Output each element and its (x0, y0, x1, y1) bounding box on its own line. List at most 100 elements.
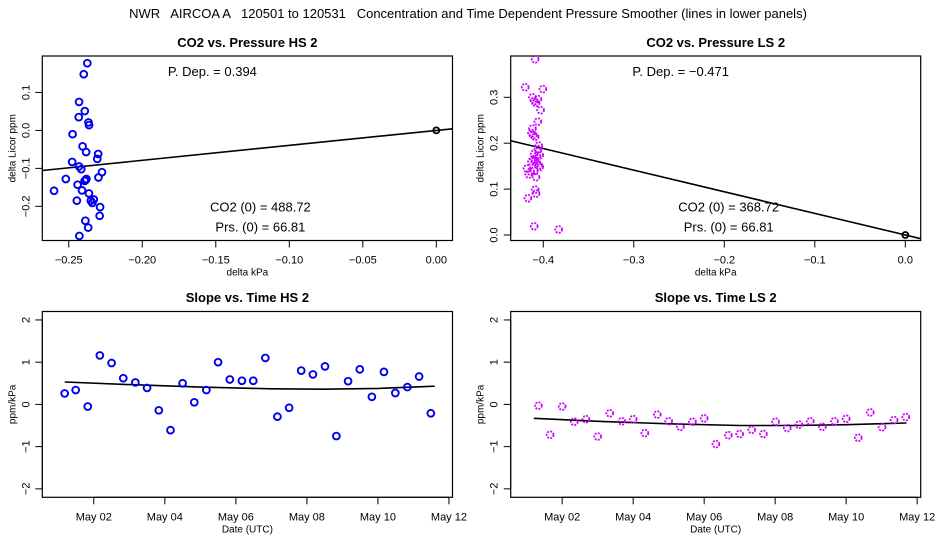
pressure-zero-label: Prs. (0) = 66.81 (215, 220, 305, 235)
data-point (107, 358, 116, 368)
data-point (390, 388, 400, 398)
data-point (593, 432, 602, 441)
data-point (530, 185, 540, 194)
data-point (747, 425, 757, 435)
data-point (530, 56, 540, 64)
y-tick-label: 0.1 (489, 181, 501, 196)
data-point (403, 382, 412, 392)
x-tick-label: 0.00 (426, 255, 447, 267)
smoother-line (533, 417, 907, 427)
y-tick-label: −2 (489, 483, 501, 496)
x-tick-label: May 06 (686, 511, 722, 523)
data-point (343, 376, 353, 386)
data-point (534, 160, 544, 170)
data-point (118, 373, 128, 383)
data-point (166, 425, 175, 435)
data-point (527, 128, 536, 138)
data-point (95, 211, 104, 221)
co2-zero-label: CO2 (0) = 368.72 (678, 200, 779, 215)
plot-area (42, 58, 453, 241)
data-point (534, 141, 544, 150)
y-axis-label: ppm/kPa (7, 384, 18, 424)
x-tick-label: −0.2 (713, 255, 735, 267)
data-point (531, 172, 541, 182)
data-point (308, 370, 318, 379)
plot-area (510, 56, 921, 240)
data-point (225, 375, 235, 384)
data-point (379, 367, 389, 377)
x-axis-label: Date (UTC) (690, 524, 741, 535)
data-point (80, 176, 89, 186)
x-tick-label: May 06 (218, 511, 254, 523)
data-point (724, 430, 733, 440)
y-tick-label: 2 (489, 317, 501, 323)
co2-zero-label: CO2 (0) = 488.72 (210, 200, 311, 215)
x-tick-label: May 02 (544, 511, 580, 523)
x-tick-label: −0.1 (804, 255, 826, 267)
data-point (73, 180, 82, 190)
y-axis-label: ppm/kPa (476, 384, 487, 424)
data-point (531, 98, 541, 108)
data-point (74, 97, 84, 107)
plot-area (533, 401, 911, 449)
data-point (664, 416, 673, 426)
y-tick-label: 2 (20, 317, 32, 323)
data-point (273, 412, 282, 421)
data-point (284, 403, 294, 413)
x-axis: May 02 May 04 May 06 May 08 May 10 May 12 Date… (76, 496, 467, 535)
plot-frame (510, 310, 922, 498)
panel-co2-vs-pressure-ls: CO2 vs. Pressure LS 2 −0.4 −0.3 −0.2 −0.1 0.0… (476, 35, 922, 279)
data-point (80, 106, 90, 116)
x-axis: May 02 May 04 May 06 May 08 May 10 May 12 Date… (544, 496, 935, 535)
data-point (72, 196, 82, 205)
data-point (628, 414, 638, 424)
data-point (581, 414, 591, 424)
data-point (538, 84, 548, 94)
data-point (130, 378, 140, 387)
data-point (771, 417, 780, 427)
data-point (531, 189, 541, 198)
data-point (178, 378, 187, 388)
data-point (830, 416, 839, 426)
x-tick-label: May 10 (360, 511, 396, 523)
data-point (77, 186, 87, 195)
data-point (367, 392, 377, 402)
reference-point (432, 126, 441, 135)
data-point (92, 154, 102, 164)
data-point (142, 383, 152, 393)
data-point (61, 174, 71, 184)
data-point (688, 417, 697, 427)
data-point (414, 372, 424, 381)
data-point (699, 414, 709, 423)
x-tick-label: −0.10 (275, 255, 303, 267)
y-tick-label: 0.0 (20, 123, 32, 138)
x-tick-label: −0.4 (532, 255, 554, 267)
x-tick-label: May 12 (431, 511, 467, 523)
data-point (529, 149, 539, 159)
data-point (67, 157, 77, 167)
data-point (83, 402, 93, 411)
x-tick-label: May 12 (899, 511, 935, 523)
y-tick-label: −1 (489, 440, 501, 453)
x-tick-label: May 02 (76, 511, 112, 523)
data-point (81, 216, 90, 226)
data-point (83, 223, 93, 232)
y-axis: −2 −1 0 1 2 ppm/kPa (7, 317, 43, 495)
data-point (355, 365, 365, 374)
data-point (569, 417, 579, 427)
x-tick-label: −0.25 (55, 255, 83, 267)
x-tick-label: May 04 (147, 511, 183, 523)
x-axis-label: Date (UTC) (222, 524, 273, 535)
x-tick-label: 0.0 (898, 255, 913, 267)
data-point (865, 408, 875, 417)
data-point (84, 120, 94, 130)
data-point (237, 376, 247, 386)
data-point (95, 202, 105, 212)
data-point (605, 408, 615, 418)
data-point (93, 149, 103, 159)
pressure-dependence-label: P. Dep. = 0.394 (168, 64, 257, 79)
data-point (82, 58, 92, 68)
data-point (530, 132, 540, 142)
